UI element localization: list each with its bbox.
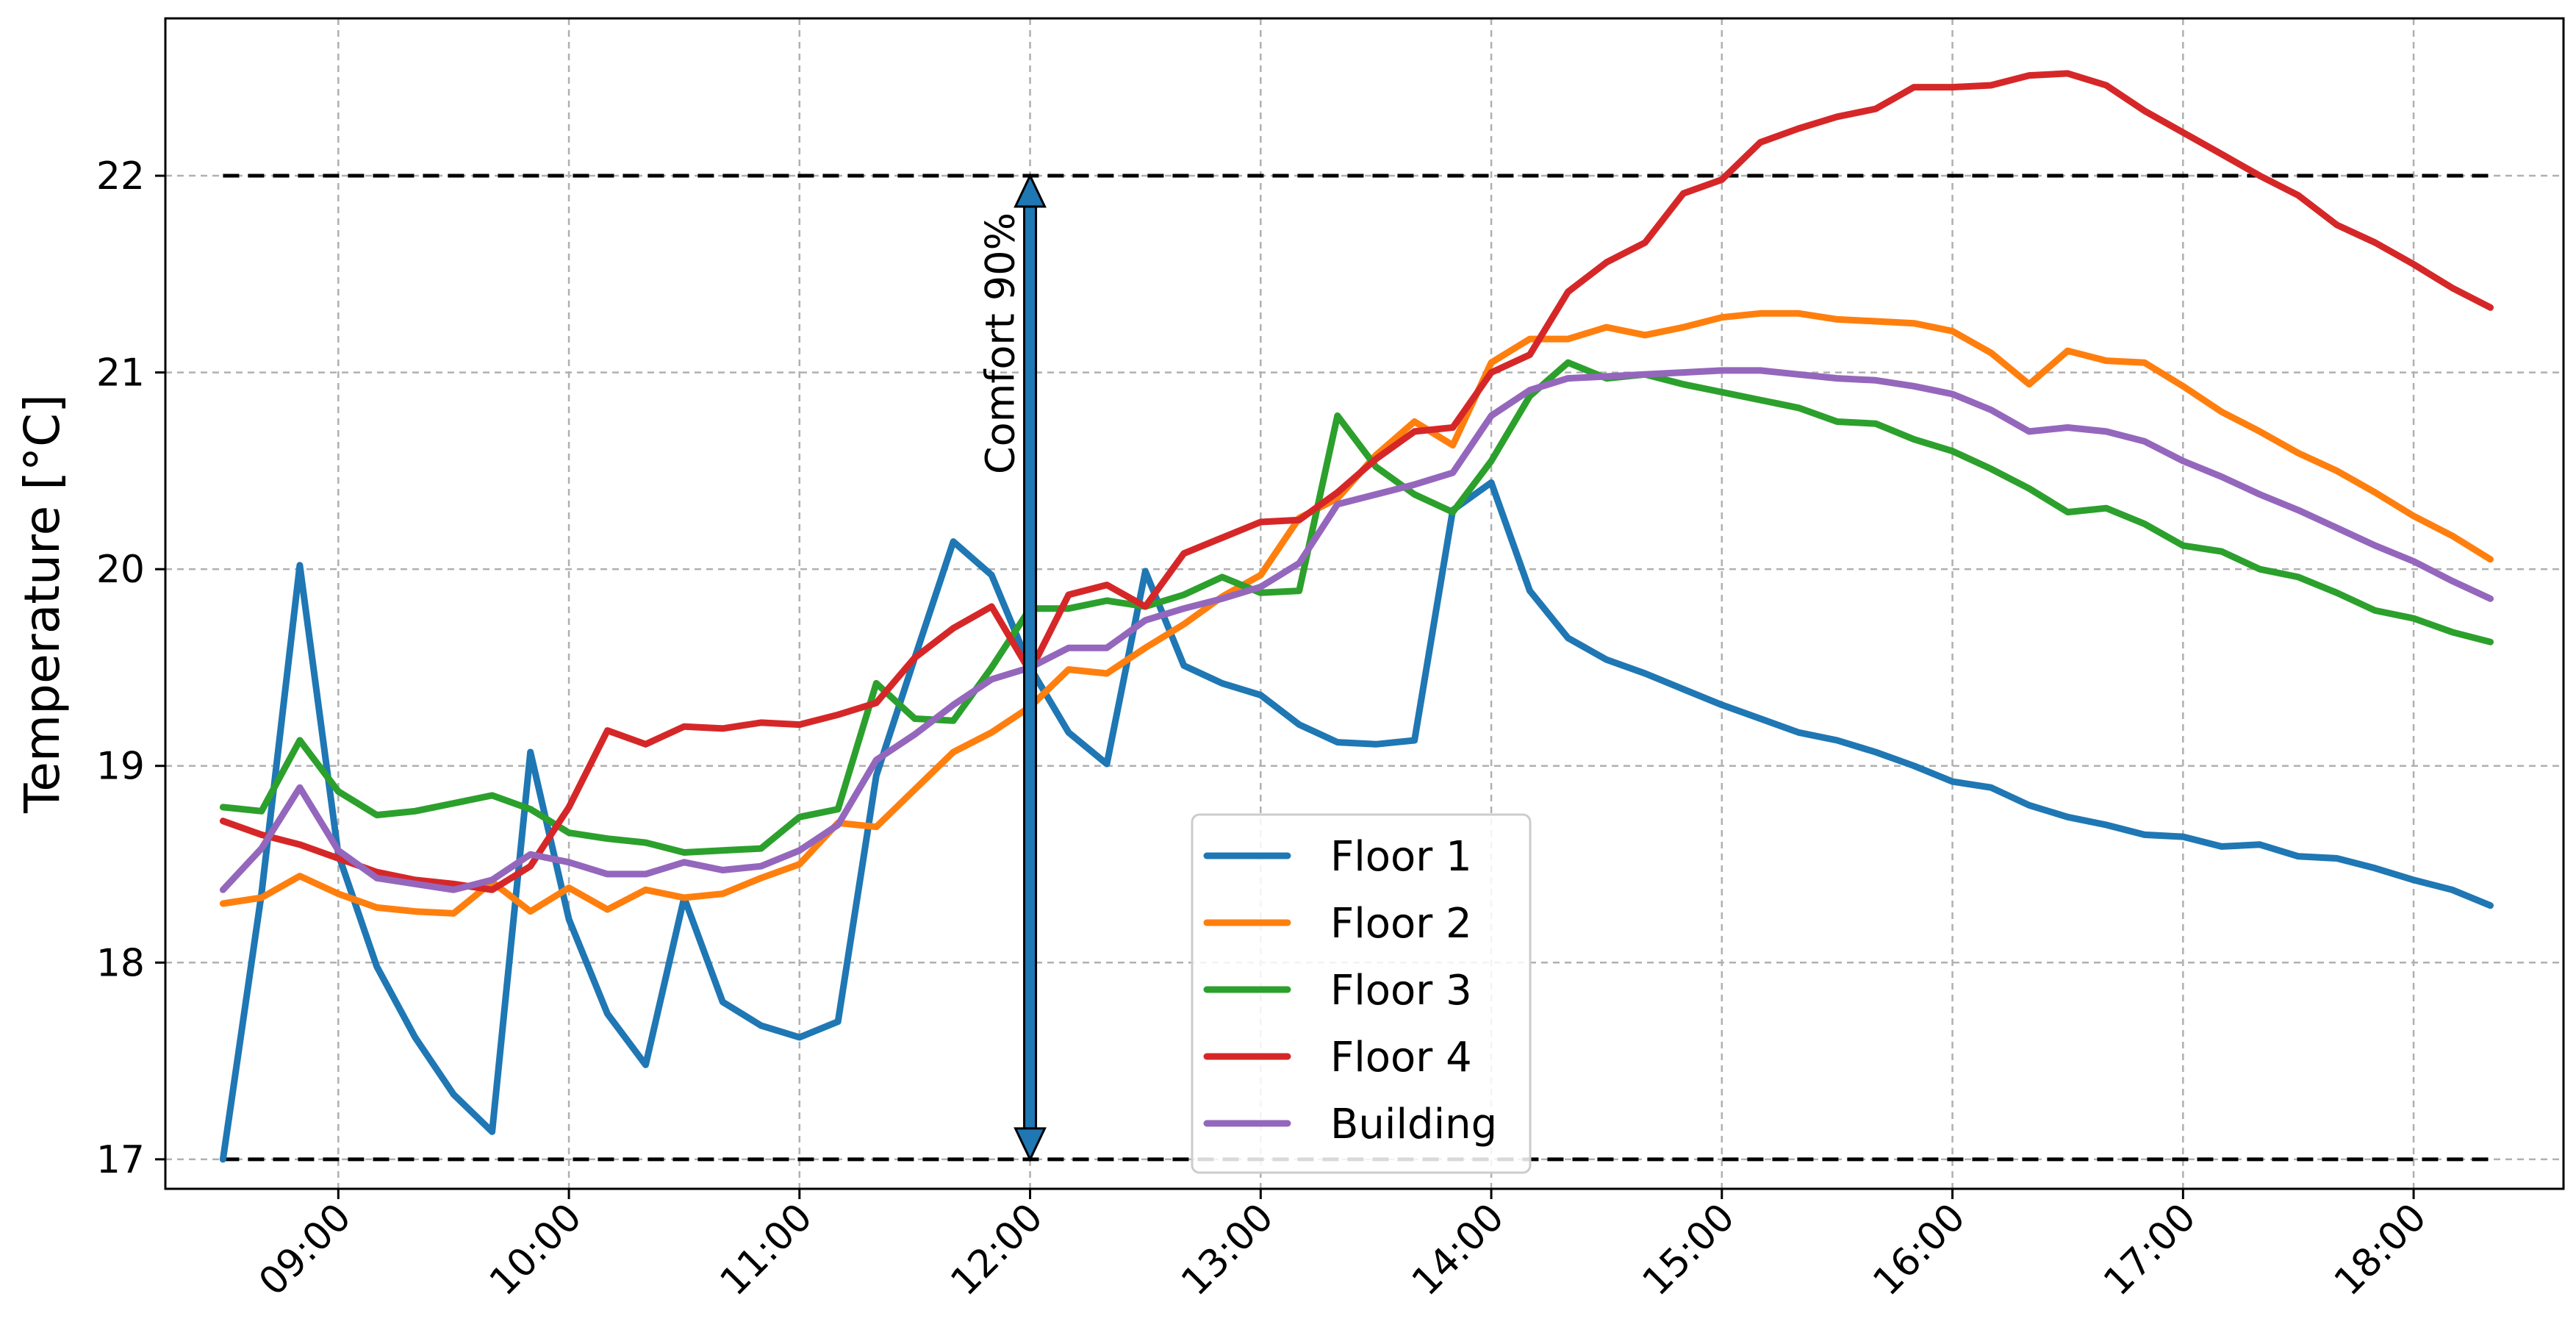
y-tick-label: 17 — [96, 1138, 145, 1182]
comfort-arrow-shaft — [1023, 205, 1038, 1130]
series-line-building — [219, 367, 2494, 893]
comfort-annotation: Comfort 90% — [977, 173, 1047, 1162]
y-tick-label: 18 — [96, 941, 145, 985]
y-tick-label: 21 — [96, 351, 145, 396]
plot-frame — [164, 17, 2565, 1190]
legend-label: Floor 1 — [1330, 833, 1472, 881]
y-tick-label: 22 — [96, 154, 145, 199]
y-tick-label: 19 — [96, 745, 145, 789]
legend-label: Building — [1330, 1101, 1497, 1148]
comfort-arrow-head-down — [1013, 1127, 1047, 1162]
y-axis-title: Temperature [°C] — [14, 394, 71, 814]
legend-label: Floor 4 — [1330, 1034, 1472, 1081]
legend-label: Floor 2 — [1330, 900, 1472, 948]
y-tick-label: 20 — [96, 548, 145, 592]
legend-label: Floor 3 — [1330, 967, 1472, 1015]
series-line-floor-1 — [219, 479, 2494, 1163]
y-axis-ticks: 17 18 19 20 21 22 — [96, 154, 165, 1182]
legend-box — [1191, 813, 1532, 1174]
series-line-floor-3 — [219, 359, 2494, 856]
legend: Floor 1 Floor 2 Floor 3 Floor 4 Building — [1191, 813, 1532, 1174]
comfort-arrow-head-up — [1013, 173, 1047, 208]
comfort-annotation-label: Comfort 90% — [977, 212, 1024, 474]
series-line-floor-4 — [219, 70, 2494, 893]
series-lines — [219, 70, 2494, 1163]
